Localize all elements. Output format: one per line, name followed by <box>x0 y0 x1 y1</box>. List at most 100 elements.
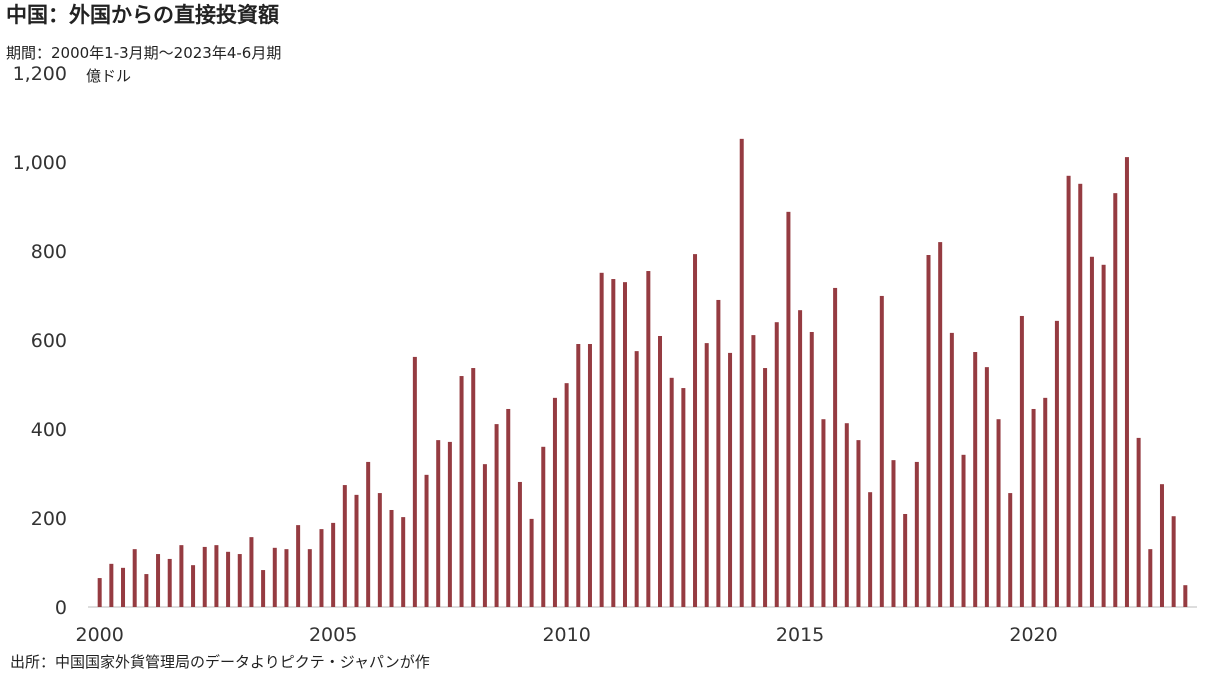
source-note: 出所：中国国家外貨管理局のデータよりピクテ・ジャパンが作 <box>10 653 430 671</box>
bar <box>879 295 884 607</box>
bar <box>436 440 441 607</box>
bar <box>319 529 324 607</box>
y-axis-unit: 億ドル <box>86 67 131 85</box>
bar <box>237 554 242 607</box>
y-tick-label: 800 <box>31 241 67 263</box>
bar <box>611 279 616 607</box>
bar <box>786 211 791 607</box>
bar <box>1043 397 1048 607</box>
bar <box>1101 264 1106 607</box>
bar <box>191 565 196 607</box>
bar <box>1089 256 1094 607</box>
bar <box>284 549 289 607</box>
bar <box>156 554 161 607</box>
bar <box>996 419 1001 607</box>
x-tick-label: 2005 <box>309 624 357 646</box>
bar <box>529 518 534 607</box>
bar <box>412 356 417 607</box>
bar <box>1054 320 1059 607</box>
bar <box>809 331 814 607</box>
bar <box>226 551 231 607</box>
bar <box>914 461 919 607</box>
bar <box>389 509 394 607</box>
y-tick-label: 200 <box>31 508 67 530</box>
bar <box>132 549 137 607</box>
y-tick-label: 600 <box>31 330 67 352</box>
bar <box>249 537 254 607</box>
bar <box>763 368 768 607</box>
bar <box>1066 175 1071 608</box>
bar <box>728 352 733 607</box>
bar <box>1183 585 1188 607</box>
y-tick-label: 0 <box>55 597 67 619</box>
bar <box>1171 516 1176 607</box>
bar <box>961 454 966 607</box>
bar <box>424 474 429 607</box>
bar <box>482 464 487 607</box>
bar <box>973 352 978 607</box>
bar <box>97 578 102 607</box>
bar <box>1019 315 1024 607</box>
chart-title: 中国：外国からの直接投資額 <box>6 3 279 27</box>
bar <box>599 272 604 607</box>
bar <box>833 287 838 607</box>
bar <box>494 424 499 607</box>
bar <box>926 255 931 607</box>
bar <box>949 332 954 607</box>
bar <box>938 242 943 607</box>
bar <box>716 299 721 607</box>
bar <box>377 493 382 607</box>
bar <box>587 344 592 607</box>
bar <box>214 545 219 607</box>
bar <box>1159 484 1164 607</box>
bar <box>179 545 184 607</box>
bar <box>739 138 744 608</box>
x-tick-label: 2010 <box>542 624 590 646</box>
bar <box>109 563 114 607</box>
bar <box>331 522 336 607</box>
bar <box>564 383 569 607</box>
bar <box>576 344 581 607</box>
bar <box>844 423 849 607</box>
bar <box>1136 437 1141 607</box>
bar <box>1148 549 1153 607</box>
bar <box>506 408 511 607</box>
bar <box>471 368 476 607</box>
bar <box>821 419 826 607</box>
x-tick-label: 2015 <box>776 624 824 646</box>
bar <box>167 558 172 607</box>
x-tick-label: 2000 <box>75 624 123 646</box>
bar <box>541 446 546 607</box>
chart-subtitle: 期間：2000年1-3月期～2023年4-6月期 <box>6 44 281 62</box>
bar <box>272 547 277 607</box>
bar <box>354 494 359 607</box>
bar <box>459 376 464 607</box>
bar <box>366 461 371 607</box>
bar <box>307 549 312 607</box>
bar <box>1031 408 1036 607</box>
bar <box>774 322 779 607</box>
bar <box>751 335 756 607</box>
y-tick-label: 400 <box>31 419 67 441</box>
bar <box>658 335 663 607</box>
bar <box>646 271 651 607</box>
bar <box>121 567 126 607</box>
bar <box>634 351 639 607</box>
bar <box>681 388 686 607</box>
bar <box>1124 157 1129 608</box>
bar <box>401 517 406 607</box>
bar <box>798 310 803 607</box>
bar <box>1008 493 1013 607</box>
bar <box>552 397 557 607</box>
y-tick-label: 1,200 <box>13 63 67 85</box>
bar <box>693 254 698 608</box>
bar <box>868 492 873 607</box>
bar <box>669 377 674 607</box>
bar <box>984 367 989 607</box>
bar <box>903 513 908 607</box>
bar <box>342 485 347 607</box>
bar <box>261 570 266 607</box>
bar <box>704 343 709 607</box>
bar <box>622 282 627 607</box>
